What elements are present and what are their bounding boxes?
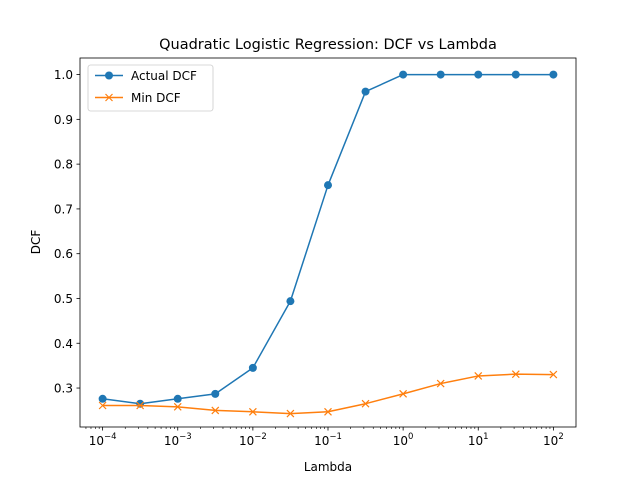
x-tick-label-2: 10−2 [239,432,267,448]
series-1-marker-7 [361,399,370,408]
x-tick-exponent-2: −2 [254,432,267,442]
x-tick-base-5: 10 [468,434,483,448]
series-1-marker-8 [399,389,408,398]
series-0-point-11 [511,70,520,79]
x-tick-exponent-4: 0 [408,432,413,442]
plot-area: 10−4 10−3 10−2 10−1 100 101 1020.30.40.50.60.7… [54,57,577,448]
chart-title: Quadratic Logistic Regression: DCF vs La… [159,37,497,53]
legend-box [87,64,214,112]
series-1-marker-5 [286,409,295,418]
series-1-point-7 [361,399,370,408]
series-1-point-8 [399,389,408,398]
x-tick-label-0: 10−4 [89,432,117,448]
x-tick-base-2: 10 [239,434,254,448]
x-tick-label-4: 100 [393,432,414,448]
legend: Actual DCF Min DCF [87,64,214,112]
y-axis-label: DCF [29,230,43,255]
series-0-point-3 [211,389,220,398]
x-tick-exponent-5: 1 [483,432,488,442]
axes-frame [79,57,577,428]
series-1-point-12 [549,370,558,379]
series-0-point-1 [136,399,145,408]
series-1-point-2 [173,402,182,411]
series-1-marker-9 [436,379,445,388]
series-1-point-6 [324,407,332,416]
series-1-point-10 [474,372,483,380]
x-tick-base-6: 10 [543,434,558,448]
series-0-point-4 [248,363,257,372]
x-tick-exponent-6: 2 [558,432,563,442]
y-tick-label-4: 0.7 [54,202,73,216]
x-tick-base-3: 10 [314,434,329,448]
series-1-marker-10 [474,372,483,380]
series-line-0 [102,73,554,405]
y-tick-label-6: 0.9 [54,113,73,127]
series-1-marker-3 [211,406,220,415]
series-1-marker-6 [324,407,332,416]
series-line-1 [102,373,554,415]
x-tick-exponent-1: −3 [179,432,192,442]
legend-marker-0 [105,71,113,80]
x-tick-label-5: 101 [468,432,489,448]
series-1-point-5 [286,409,295,418]
series-1-marker-12 [549,370,558,379]
y-tick-label-3: 0.6 [54,247,73,261]
x-tick-label-6: 102 [543,432,564,448]
y-tick-label-1: 0.4 [54,337,73,351]
series-0-point-6 [324,181,332,190]
x-tick-base-0: 10 [89,434,104,448]
series-0-point-10 [474,70,483,79]
series-1-marker-4 [248,407,257,416]
series-1-marker-0 [98,401,107,410]
x-tick-base-1: 10 [164,434,179,448]
x-tick-label-3: 10−1 [314,432,342,448]
y-tick-label-7: 1.0 [54,68,73,82]
series-0-point-2 [173,394,182,403]
y-tick-label-5: 0.8 [54,158,73,172]
y-tick-label-2: 0.5 [54,292,73,306]
legend-label-0: Actual DCF [131,69,197,83]
x-tick-label-1: 10−3 [164,432,192,448]
y-tick-label-0: 0.3 [54,382,73,396]
series-1-point-0 [98,401,107,410]
series-1-point-9 [436,379,445,388]
series-1-point-11 [511,370,520,379]
series-0-point-12 [549,70,558,79]
series-1-marker-2 [173,402,182,411]
series-1-marker-1 [136,401,145,410]
series-0-point-7 [361,87,370,96]
x-tick-exponent-0: −4 [104,432,117,442]
x-tick-base-4: 10 [393,434,408,448]
series-0-point-9 [436,70,445,79]
series-0-point-5 [286,297,295,306]
series-1-point-4 [248,407,257,416]
x-axis-label: Lambda [304,460,352,474]
series-0-point-0 [98,394,107,403]
series-1-point-1 [136,401,145,410]
series-0-point-8 [399,70,408,79]
legend-marker-1 [105,93,113,102]
legend-label-1: Min DCF [131,91,181,105]
series-1-marker-11 [511,370,520,379]
x-tick-exponent-3: −1 [329,432,342,442]
series-1-point-3 [211,406,220,415]
